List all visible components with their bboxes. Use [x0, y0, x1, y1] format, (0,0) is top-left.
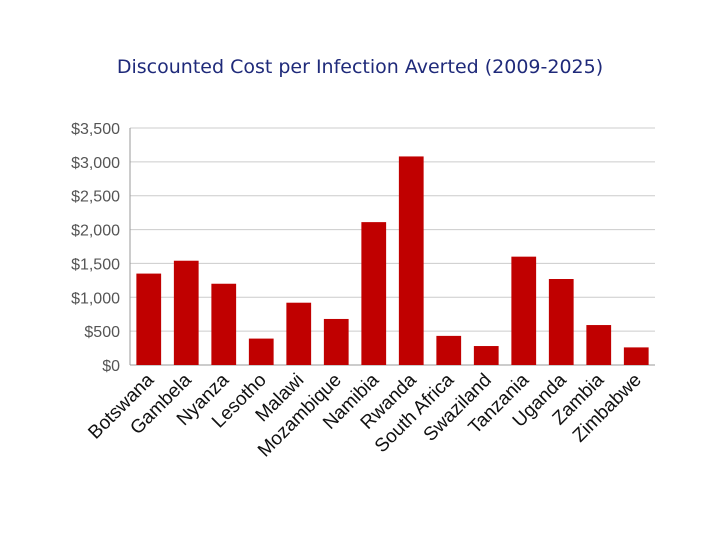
- bar-rwanda: [398, 156, 424, 365]
- y-tick-label: $2,000: [71, 223, 120, 240]
- bar-uganda: [548, 279, 574, 365]
- bars: [136, 156, 649, 365]
- bar-swaziland: [473, 346, 499, 365]
- chart-title: Discounted Cost per Infection Averted (2…: [116, 56, 604, 78]
- gridlines: [130, 127, 655, 366]
- y-tick-label: $3,000: [71, 155, 120, 172]
- x-axis: BotswanaGambelaNyanzaLesothoMalawiMozamb…: [84, 369, 645, 461]
- y-axis: $0 $500 $1,000 $1,500 $2,000 $2,500 $3,000 $3,5…: [71, 121, 131, 375]
- y-tick-label: $0: [102, 358, 120, 375]
- y-tick-label: $500: [84, 324, 120, 341]
- bar-zimbabwe: [623, 347, 649, 365]
- bar-zambia: [586, 325, 612, 365]
- y-tick-label: $1,500: [71, 256, 120, 273]
- bar-botswana: [136, 273, 162, 365]
- bar-gambela: [173, 260, 199, 365]
- bar-tanzania: [511, 256, 537, 365]
- bar-nyanza: [211, 283, 237, 365]
- y-tick-label: $1,000: [71, 290, 120, 307]
- bar-lesotho: [248, 338, 274, 365]
- bar-malawi: [286, 302, 312, 365]
- bar-namibia: [361, 222, 387, 365]
- y-tick-label: $3,500: [71, 121, 120, 138]
- y-tick-label: $2,500: [71, 189, 120, 206]
- bar-mozambique: [323, 318, 349, 365]
- bar-south-africa: [436, 335, 462, 365]
